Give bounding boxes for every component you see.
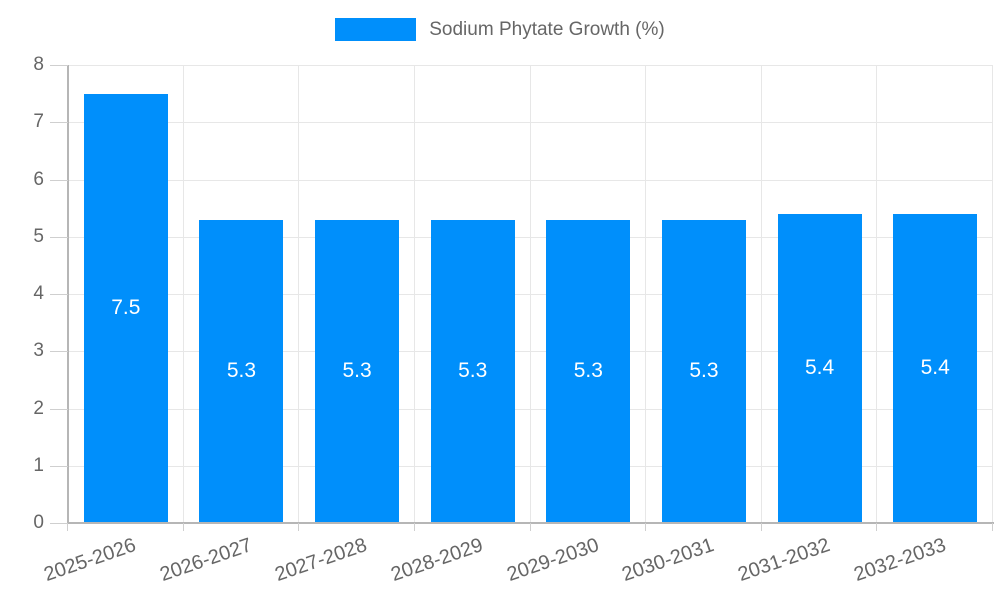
- gridline-horizontal: [68, 236, 993, 238]
- bar[interactable]: 5.3: [315, 219, 400, 523]
- x-axis-label: 2027-2028: [272, 534, 371, 586]
- bar[interactable]: 7.5: [83, 93, 168, 523]
- x-tick: [298, 523, 300, 531]
- bar-value-label: 5.3: [342, 359, 372, 383]
- x-tick: [182, 523, 184, 531]
- x-axis-label: 2025-2026: [41, 534, 139, 586]
- gridline-horizontal: [68, 294, 993, 295]
- legend-item[interactable]: Sodium Phytate Growth (%): [0, 18, 1000, 41]
- bar[interactable]: 5.3: [546, 219, 631, 523]
- gridline-horizontal: [68, 465, 993, 467]
- x-tick: [645, 523, 647, 531]
- x-axis-label: 2032-2033: [850, 534, 949, 586]
- gridline-vertical: [876, 65, 878, 523]
- y-axis-label: 7: [33, 111, 44, 133]
- plot-area: 7.5 5.3 5.3 5.3 5.3 5.3 5.4 5.4: [68, 65, 993, 523]
- y-axis-line: [67, 65, 69, 523]
- x-axis-label: 2030-2031: [619, 534, 718, 586]
- bar-value-label: 5.3: [226, 359, 257, 383]
- y-tick: [50, 523, 68, 524]
- gridline-vertical: [529, 65, 531, 523]
- gridline-horizontal: [68, 351, 993, 353]
- y-axis-label: 0: [33, 512, 44, 533]
- x-tick: [760, 523, 762, 531]
- bar-value-label: 7.5: [111, 296, 141, 320]
- gridline-horizontal: [68, 65, 993, 66]
- bar-value-label: 5.4: [920, 356, 950, 380]
- y-tick: [50, 465, 68, 467]
- x-tick: [413, 523, 415, 531]
- bar[interactable]: 5.4: [777, 213, 862, 523]
- x-tick: [67, 523, 68, 531]
- x-axis-label: 2028-2029: [388, 534, 486, 586]
- x-axis-line: [67, 522, 994, 524]
- bar-value-label: 5.4: [804, 356, 835, 380]
- gridline-vertical: [182, 65, 184, 523]
- y-axis-label: 4: [33, 283, 44, 304]
- y-tick: [50, 294, 68, 295]
- gridline-vertical: [992, 65, 993, 523]
- gridline-horizontal: [68, 408, 993, 410]
- gridline-vertical: [645, 65, 647, 523]
- bar-value-label: 5.3: [458, 359, 488, 383]
- bar-value-label: 5.3: [689, 359, 719, 383]
- y-axis-label: 8: [33, 54, 44, 75]
- x-tick: [876, 523, 878, 531]
- bar[interactable]: 5.3: [199, 219, 284, 523]
- bar[interactable]: 5.3: [430, 219, 515, 523]
- y-tick: [50, 408, 68, 410]
- x-axis-label: 2026-2027: [156, 534, 255, 586]
- y-tick: [50, 65, 68, 66]
- bar[interactable]: 5.4: [893, 213, 978, 523]
- x-tick: [529, 523, 531, 531]
- legend-swatch-icon: [335, 18, 417, 41]
- gridline-horizontal: [68, 122, 993, 124]
- gridline-vertical: [413, 65, 415, 523]
- gridline-vertical: [298, 65, 300, 523]
- y-axis-label: 6: [33, 168, 44, 190]
- y-axis-label: 3: [33, 340, 44, 362]
- gridline-vertical: [760, 65, 762, 523]
- gridline-horizontal: [68, 179, 993, 181]
- x-axis-label: 2029-2030: [503, 534, 602, 586]
- bar-value-label: 5.3: [573, 359, 603, 383]
- y-tick: [50, 122, 68, 124]
- y-axis-label: 2: [33, 397, 44, 419]
- x-tick: [992, 523, 993, 531]
- y-tick: [50, 236, 68, 238]
- y-axis-label: 5: [33, 225, 44, 247]
- y-tick: [50, 351, 68, 353]
- y-tick: [50, 179, 68, 181]
- legend-label: Sodium Phytate Growth (%): [429, 19, 665, 40]
- x-axis-label: 2031-2032: [735, 534, 833, 586]
- y-axis-label: 1: [33, 454, 44, 476]
- bar[interactable]: 5.3: [661, 219, 746, 523]
